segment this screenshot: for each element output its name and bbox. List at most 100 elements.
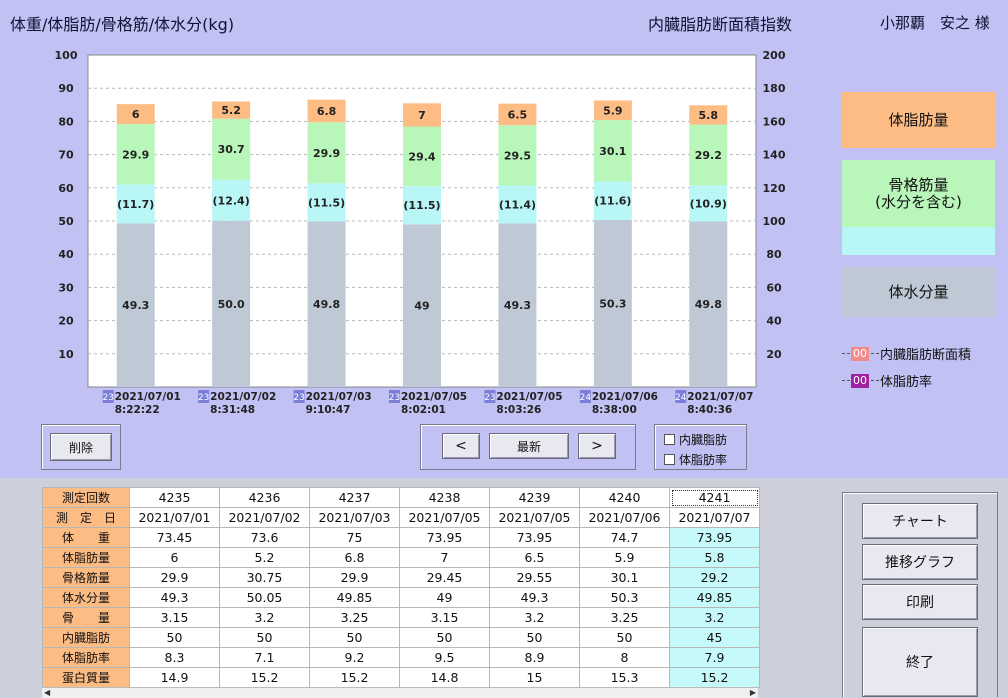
delete-button[interactable]: 削除 [50, 433, 112, 461]
table-cell[interactable]: 7.9 [669, 647, 760, 668]
table-cell[interactable]: 9.5 [399, 647, 490, 668]
table-cell[interactable]: 49 [399, 587, 490, 608]
scroll-right-icon[interactable]: ▶ [749, 688, 756, 697]
table-cell[interactable]: 9.2 [309, 647, 400, 668]
table-cell[interactable]: 29.9 [309, 567, 400, 588]
table-cell[interactable]: 4238 [399, 487, 490, 508]
table-cell[interactable]: 6.5 [489, 547, 580, 568]
table-cell[interactable]: 14.8 [399, 667, 490, 688]
table-cell[interactable]: 50 [309, 627, 400, 648]
table-cell[interactable]: 7.1 [219, 647, 310, 668]
table-cell[interactable]: 49.85 [309, 587, 400, 608]
table-cell[interactable]: 2021/07/07 [669, 507, 760, 528]
table-cell[interactable]: 73.6 [219, 527, 310, 548]
table-cell[interactable]: 73.45 [129, 527, 220, 548]
table-cell[interactable]: 3.2 [489, 607, 580, 628]
table-cell[interactable]: 29.45 [399, 567, 490, 588]
table-cell[interactable]: 49.3 [129, 587, 220, 608]
trend-graph-button[interactable]: 推移グラフ [862, 544, 978, 580]
exit-button[interactable]: 終了 [862, 627, 978, 697]
chart-button[interactable]: チャート [862, 503, 978, 539]
table-cell[interactable]: 4240 [579, 487, 670, 508]
table-cell[interactable]: 2021/07/03 [309, 507, 400, 528]
table-cell[interactable]: 29.9 [129, 567, 220, 588]
category-badge [579, 390, 591, 403]
fatrate-checkbox[interactable]: 体脂肪率 [664, 451, 727, 468]
print-button[interactable]: 印刷 [862, 584, 978, 620]
table-cell[interactable]: 5.2 [219, 547, 310, 568]
table-cell[interactable]: 50 [489, 627, 580, 648]
legend-fatrate-label: 体脂肪率 [880, 375, 933, 390]
table-cell[interactable]: 74.7 [579, 527, 670, 548]
table-cell[interactable]: 6 [129, 547, 220, 568]
table-cell[interactable]: 5.9 [579, 547, 670, 568]
table-cell[interactable]: 2021/07/05 [489, 507, 580, 528]
table-cell[interactable]: 8.9 [489, 647, 580, 668]
table-cell[interactable]: 2021/07/02 [219, 507, 310, 528]
visceral-checkbox-box[interactable] [664, 434, 675, 445]
table-cell[interactable]: 4239 [489, 487, 580, 508]
legend-muscle-sublabel: (水分を含む) [875, 192, 962, 211]
table-cell[interactable]: 2021/07/06 [579, 507, 670, 528]
bar-segment [116, 223, 155, 387]
table-cell[interactable]: 50.3 [579, 587, 670, 608]
table-cell[interactable]: 14.9 [129, 667, 220, 688]
table-cell[interactable]: 15.2 [669, 667, 760, 688]
table-cell[interactable]: 75 [309, 527, 400, 548]
table-cell[interactable]: 49.3 [489, 587, 580, 608]
fatrate-checkbox-box[interactable] [664, 454, 675, 465]
y-left-tick-label: 10 [58, 348, 74, 361]
table-cell[interactable]: 7 [399, 547, 490, 568]
table-cell[interactable]: 29.2 [669, 567, 760, 588]
table-cell[interactable]: 15.2 [219, 667, 310, 688]
table-cell[interactable]: 3.15 [399, 607, 490, 628]
table-cell[interactable]: 5.8 [669, 547, 760, 568]
horizontal-scrollbar[interactable]: ◀ ▶ [42, 687, 758, 698]
table-cell[interactable]: 45 [669, 627, 760, 648]
table-row: 体水分量 49.3 50.05 49.85 49 49.3 50.3 49.85 [42, 587, 760, 608]
table-cell[interactable]: 3.25 [579, 607, 670, 628]
table-cell[interactable]: 50 [399, 627, 490, 648]
table-cell[interactable]: 4236 [219, 487, 310, 508]
table-cell[interactable]: 8 [579, 647, 670, 668]
table-cell[interactable]: 6.8 [309, 547, 400, 568]
table-cell[interactable]: 3.15 [129, 607, 220, 628]
category-badge-text: 23 [389, 393, 400, 403]
table-cell[interactable]: 73.95 [399, 527, 490, 548]
table-cell[interactable]: 2021/07/05 [399, 507, 490, 528]
table-cell[interactable]: 4241 [669, 487, 760, 508]
bar-segment [498, 223, 537, 387]
table-cell[interactable]: 4237 [309, 487, 400, 508]
latest-button[interactable]: 最新 [489, 433, 569, 459]
bar-segment [689, 221, 728, 387]
table-cell[interactable]: 8.3 [129, 647, 220, 668]
table-cell[interactable]: 4235 [129, 487, 220, 508]
table-cell[interactable]: 15 [489, 667, 580, 688]
table-cell[interactable]: 73.95 [489, 527, 580, 548]
table-cell[interactable]: 50 [219, 627, 310, 648]
table-cell[interactable]: 15.2 [309, 667, 400, 688]
table-cell[interactable]: 49.85 [669, 587, 760, 608]
prev-button[interactable]: < [442, 433, 480, 459]
table-cell[interactable]: 15.3 [579, 667, 670, 688]
table-cell[interactable]: 29.55 [489, 567, 580, 588]
table-cell[interactable]: 3.2 [669, 607, 760, 628]
table-cell[interactable]: 2021/07/01 [129, 507, 220, 528]
next-button[interactable]: > [578, 433, 616, 459]
visceral-checkbox-label: 内臓脂肪 [679, 433, 728, 447]
table-cell[interactable]: 50.05 [219, 587, 310, 608]
bar-segment [498, 103, 537, 126]
table-cell[interactable]: 3.2 [219, 607, 310, 628]
bar-segment [212, 118, 251, 180]
table-cell[interactable]: 30.75 [219, 567, 310, 588]
table-cell[interactable]: 30.1 [579, 567, 670, 588]
table-cell[interactable]: 73.95 [669, 527, 760, 548]
table-cell[interactable]: 50 [129, 627, 220, 648]
bar-segment [212, 179, 251, 221]
scroll-left-icon[interactable]: ◀ [44, 688, 51, 697]
table-cell[interactable]: 50 [579, 627, 670, 648]
bar-label: 30.1 [599, 145, 626, 158]
table-cell[interactable]: 3.25 [309, 607, 400, 628]
category-badge-text: 24 [675, 393, 687, 403]
visceral-checkbox[interactable]: 内臓脂肪 [664, 431, 727, 448]
